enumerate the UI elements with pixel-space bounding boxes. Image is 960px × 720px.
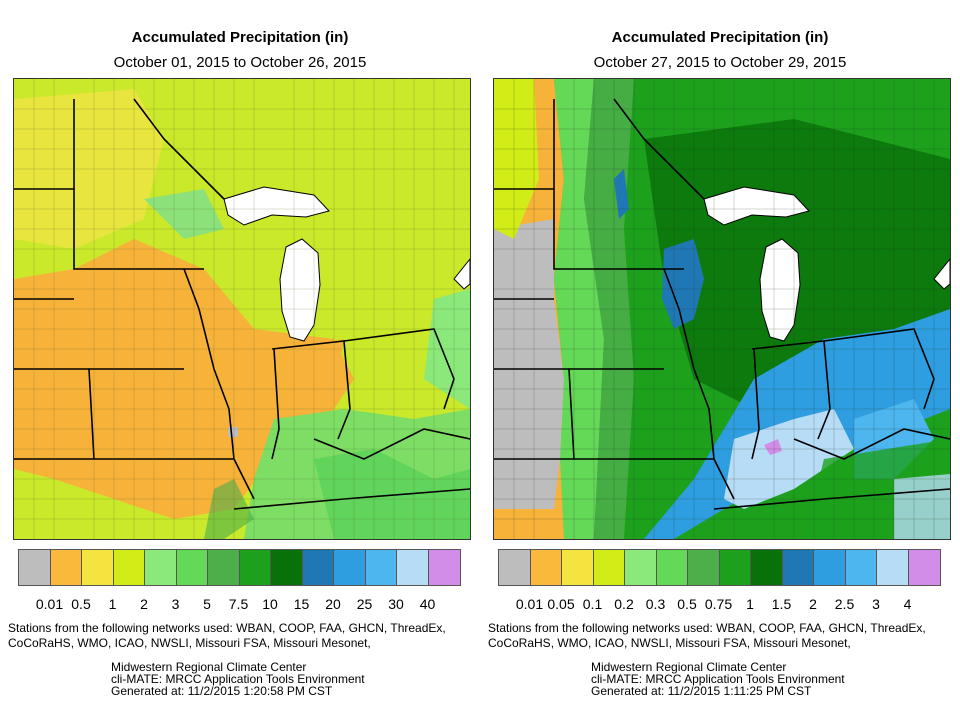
legend-tick-labels: 0.01 0.05 0.1 0.2 0.3 0.5 0.75 1 1.5 2 2.5 3 4 <box>498 596 939 614</box>
credit-line: cli-MATE: MRCC Application Tools Environ… <box>591 672 845 686</box>
legend-tick-label: 0.01 <box>35 596 64 612</box>
legend-swatch <box>625 550 657 585</box>
legend-tick-label: 3 <box>872 596 880 612</box>
stations-note: Stations from the following networks use… <box>8 621 446 650</box>
legend-tick-label: 15 <box>293 596 310 612</box>
credit-line: Midwestern Regional Climate Center <box>591 660 787 674</box>
legend-tick-label: 30 <box>388 596 404 612</box>
legend-tick-label: 5 <box>203 596 211 612</box>
legend-tick-label: 0.75 <box>704 596 733 612</box>
legend-tick-label: 1 <box>746 596 754 612</box>
legend-tick-label: 4 <box>903 596 912 612</box>
map-title: Accumulated Precipitation (in) <box>131 29 349 46</box>
legend-swatch <box>499 550 531 585</box>
credit-line: Midwestern Regional Climate Center <box>111 660 307 674</box>
legend-tick-label: 0.2 <box>614 596 634 612</box>
precipitation-map-graphic <box>14 79 470 539</box>
legend-swatch <box>908 550 940 585</box>
legend-swatch <box>82 550 114 585</box>
legend-swatch <box>113 550 145 585</box>
legend-swatch <box>365 550 397 585</box>
credits: Midwestern Regional Climate Center cli-M… <box>591 661 845 697</box>
legend-swatch <box>428 550 460 585</box>
legend-swatch <box>334 550 366 585</box>
legend-swatch <box>397 550 429 585</box>
legend-swatch <box>877 550 909 585</box>
legend-tick-label: 0.5 <box>71 596 91 612</box>
legend-tick-labels: 0.01 0.5 1 2 3 5 7.5 10 15 20 25 30 40 <box>18 596 459 614</box>
legend-swatch <box>656 550 688 585</box>
legend-tick-label: 2 <box>140 596 148 612</box>
legend-tick-label: 0.01 <box>515 596 544 612</box>
credit-line: Generated at: 11/2/2015 1:11:25 PM CST <box>591 684 812 698</box>
legend-swatch <box>239 550 271 585</box>
legend-swatch <box>719 550 751 585</box>
legend-swatch <box>845 550 877 585</box>
credit-line: Generated at: 11/2/2015 1:20:58 PM CST <box>111 684 333 698</box>
legend-swatch <box>530 550 562 585</box>
date-range-subtitle: October 27, 2015 to October 29, 2015 <box>593 54 847 71</box>
legend-swatch <box>208 550 240 585</box>
legend-tick-label: 0.05 <box>547 596 575 612</box>
credits: Midwestern Regional Climate Center cli-M… <box>111 661 365 697</box>
legend-swatch <box>19 550 51 585</box>
legend-swatch <box>814 550 846 585</box>
legend-swatch <box>302 550 334 585</box>
legend-tick-label: 3 <box>171 596 180 612</box>
legend-tick-label: 1 <box>108 596 117 612</box>
legend-swatch <box>50 550 82 585</box>
legend-swatch <box>271 550 303 585</box>
legend-tick-label: 25 <box>356 596 373 612</box>
left-precip-panel: Accumulated Precipitation (in) October 0… <box>8 29 471 697</box>
map-title: Accumulated Precipitation (in) <box>611 29 829 46</box>
legend-swatch <box>688 550 720 585</box>
right-precip-panel: Accumulated Precipitation (in) October 2… <box>480 0 960 720</box>
legend-tick-label: 2 <box>809 596 817 612</box>
legend-swatch <box>751 550 783 585</box>
legend-tick-label: 10 <box>262 596 278 612</box>
legend-tick-label: 0.5 <box>677 596 697 612</box>
legend-tick-label: 20 <box>325 596 341 612</box>
legend-tick-label: 2.5 <box>834 596 855 612</box>
legend-tick-label: 0.3 <box>645 596 666 612</box>
color-legend <box>18 549 461 586</box>
color-legend <box>498 549 941 586</box>
legend-tick-label: 40 <box>419 596 436 612</box>
date-range-subtitle: October 01, 2015 to October 26, 2015 <box>113 54 367 71</box>
legend-swatch <box>562 550 594 585</box>
legend-swatch <box>782 550 814 585</box>
precipitation-map <box>13 78 471 540</box>
stations-note: Stations from the following networks use… <box>488 621 926 650</box>
precipitation-map-graphic <box>494 79 950 539</box>
legend-swatch <box>593 550 625 585</box>
credit-line: cli-MATE: MRCC Application Tools Environ… <box>111 672 365 686</box>
legend-swatch <box>176 550 208 585</box>
legend-tick-label: 0.1 <box>582 596 603 612</box>
legend-tick-label: 1.5 <box>771 596 792 612</box>
legend-tick-label: 7.5 <box>228 596 249 612</box>
precipitation-map <box>493 78 951 540</box>
legend-swatch <box>145 550 177 585</box>
